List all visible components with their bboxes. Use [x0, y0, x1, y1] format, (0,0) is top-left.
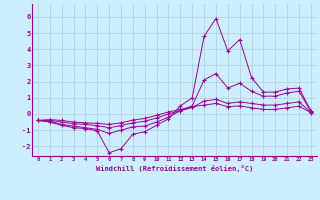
X-axis label: Windchill (Refroidissement éolien,°C): Windchill (Refroidissement éolien,°C): [96, 165, 253, 172]
